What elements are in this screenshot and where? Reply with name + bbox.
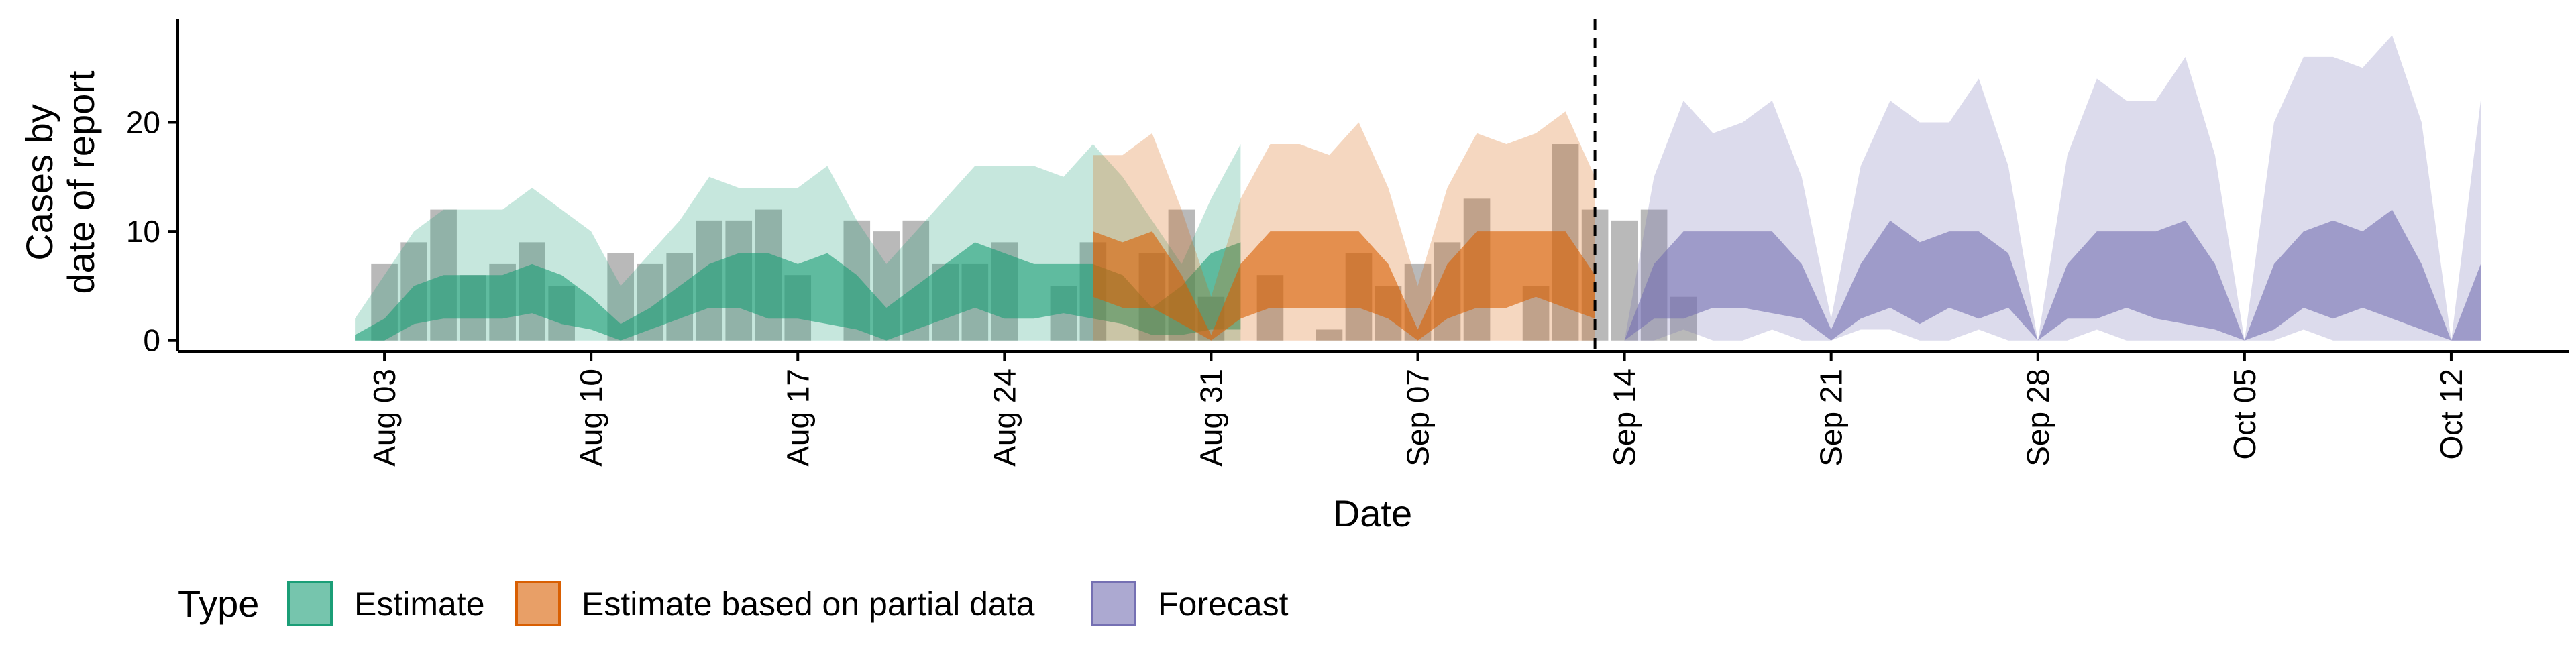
legend-key-forecast	[1091, 581, 1136, 626]
y-axis-title-line-2: date of report	[60, 70, 102, 294]
legend: Type Estimate Estimate based on partial …	[178, 581, 1289, 626]
x-tick-label: Aug 31	[1193, 369, 1228, 467]
y-tick-label: 10	[126, 214, 160, 249]
x-tick-label: Sep 21	[1814, 369, 1849, 467]
forecast-outer-ribbon	[1624, 35, 2481, 341]
reported-cases-bar	[1316, 329, 1343, 341]
x-tick-label: Sep 14	[1607, 369, 1642, 467]
x-ticks: Aug 03 Aug 10 Aug 17 Aug 24 Aug 31 Sep 07 Sep …	[367, 351, 2469, 467]
y-axis-title-line-1: Cases by	[18, 104, 60, 260]
y-tick-label: 0	[143, 323, 160, 358]
legend-item-partial: Estimate based on partial data	[515, 581, 1035, 626]
ribbons	[355, 35, 2481, 341]
legend-key-estimate	[287, 581, 333, 626]
x-tick-label: Sep 07	[1401, 369, 1436, 467]
x-tick-label: Aug 24	[987, 369, 1022, 467]
x-tick-label: Sep 28	[2021, 369, 2055, 467]
legend-title: Type	[178, 583, 259, 625]
y-tick-label: 20	[126, 105, 160, 139]
legend-item-estimate: Estimate	[287, 581, 485, 626]
partial-inner-ribbon	[1093, 231, 1595, 341]
legend-label-partial: Estimate based on partial data	[582, 585, 1035, 623]
y-ticks: 0 10 20	[126, 105, 178, 358]
x-axis-title: Date	[1333, 492, 1412, 534]
legend-item-forecast: Forecast	[1091, 581, 1289, 626]
estimate-inner-ribbon	[355, 242, 1241, 341]
x-tick-label: Aug 03	[367, 369, 402, 467]
legend-label-forecast: Forecast	[1158, 585, 1289, 623]
x-tick-label: Oct 12	[2434, 369, 2469, 460]
legend-key-partial	[515, 581, 561, 626]
x-tick-label: Oct 05	[2227, 369, 2262, 460]
x-tick-label: Aug 17	[780, 369, 815, 467]
x-tick-label: Aug 10	[574, 369, 608, 467]
legend-label-estimate: Estimate	[354, 585, 485, 623]
forecast-inner-ribbon	[1624, 209, 2481, 341]
axes	[176, 19, 2569, 353]
